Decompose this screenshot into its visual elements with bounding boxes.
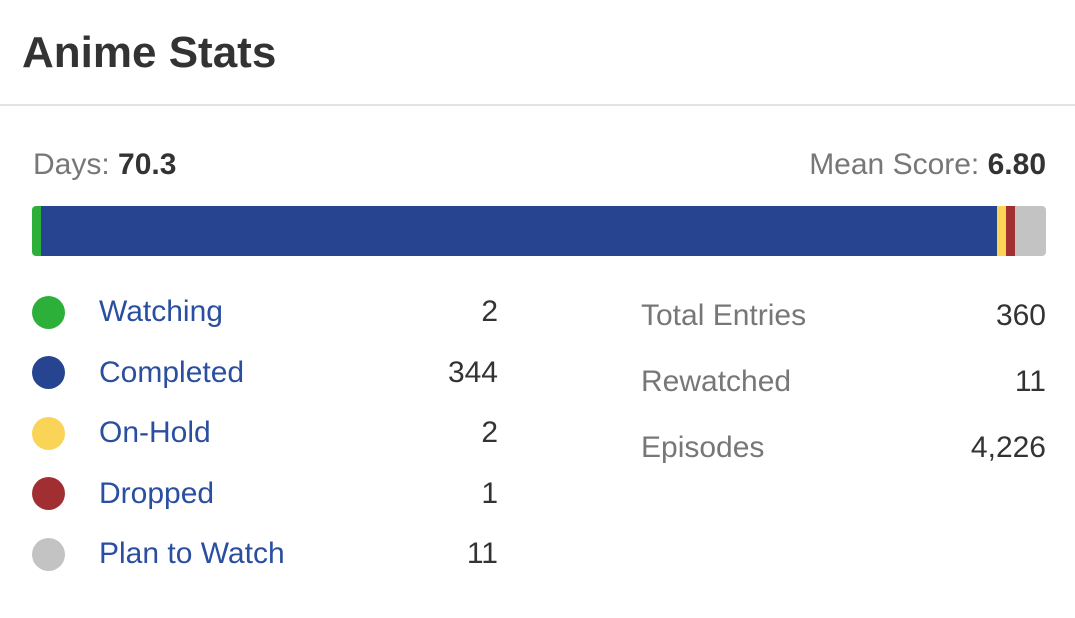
status-list: Watching 2 Completed 344 On-Hold 2 Dropped 1 Pla… [32,282,498,585]
status-count: 2 [481,416,498,450]
total-row: Total Entries 360 [641,283,1046,349]
section-title: Anime Stats [22,28,277,77]
divider [0,104,1075,106]
status-row: Completed 344 [32,343,498,404]
total-label: Total Entries [641,299,807,332]
status-link[interactable]: Dropped [99,476,215,510]
mean-score-stat: Mean Score: 6.80 [809,148,1046,182]
bar-segment-dropped [1006,206,1016,256]
status-count: 11 [466,537,498,571]
status-row: Watching 2 [32,282,498,343]
status-dot-icon [32,356,65,390]
total-row: Rewatched 11 [641,349,1046,415]
total-value: 11 [1014,365,1046,398]
mean-score-value: 6.80 [987,148,1046,181]
status-dot-icon [32,416,65,450]
status-row: Plan to Watch 11 [32,524,498,585]
bar-segment-completed [41,206,998,256]
days-label: Days: [33,148,119,181]
status-row: Dropped 1 [32,464,498,525]
status-count: 1 [481,476,498,510]
status-dot-icon [32,537,65,571]
bar-segment-plan-to-watch [1015,206,1046,256]
status-row: On-Hold 2 [32,403,498,464]
days-stat: Days: 70.3 [33,148,176,182]
status-dot-icon [32,477,65,511]
total-label: Rewatched [641,365,792,398]
status-link[interactable]: Completed [99,355,245,389]
status-count: 2 [481,295,498,329]
total-row: Episodes 4,226 [641,415,1046,481]
mean-score-label: Mean Score: [809,148,988,181]
status-dot-icon [32,295,65,329]
days-value: 70.3 [118,148,177,181]
status-link[interactable]: Watching [99,295,223,329]
status-count: 344 [447,355,498,389]
bar-segment-watching [32,206,41,256]
status-distribution-bar [32,206,1046,256]
total-value: 360 [995,299,1046,332]
status-link[interactable]: Plan to Watch [99,537,285,571]
bar-segment-on-hold [997,206,1007,256]
total-label: Episodes [641,431,765,464]
status-link[interactable]: On-Hold [99,416,211,450]
total-value: 4,226 [970,431,1046,464]
totals-list: Total Entries 360 Rewatched 11 Episodes 4,226 [641,283,1046,481]
